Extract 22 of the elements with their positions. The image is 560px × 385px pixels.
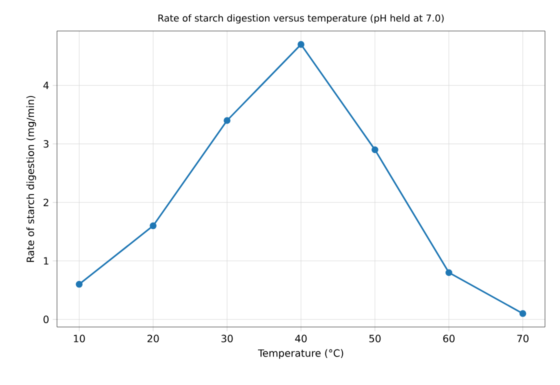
x-tick-label: 30 (221, 334, 233, 342)
x-tick-label: 40 (295, 334, 307, 342)
x-tick-label: 10 (74, 334, 85, 342)
x-tick-label: 50 (369, 334, 381, 342)
y-tick-label: 2 (44, 198, 48, 206)
point (519, 310, 526, 317)
x-tick-label: 20 (148, 334, 159, 342)
y-tick-label: 1 (44, 257, 48, 265)
point (372, 146, 378, 154)
y-tick-label: 4 (43, 82, 49, 90)
x-tick-label: 70 (517, 334, 529, 342)
point (445, 269, 452, 276)
point (298, 41, 304, 48)
y-tick-label: 0 (44, 316, 49, 324)
chart-title: Rate of starch digestion versus temperature (pH held at 7.0) (158, 14, 444, 24)
x-tick-label: 60 (443, 334, 455, 342)
point (150, 222, 157, 230)
x-axis-title: Temperature (°C) (258, 349, 344, 359)
point (224, 117, 230, 124)
y-axis-title: Rate of starch digestion (mg/min) (26, 96, 36, 262)
point (76, 280, 83, 288)
y-tick-label: 3 (44, 140, 48, 148)
